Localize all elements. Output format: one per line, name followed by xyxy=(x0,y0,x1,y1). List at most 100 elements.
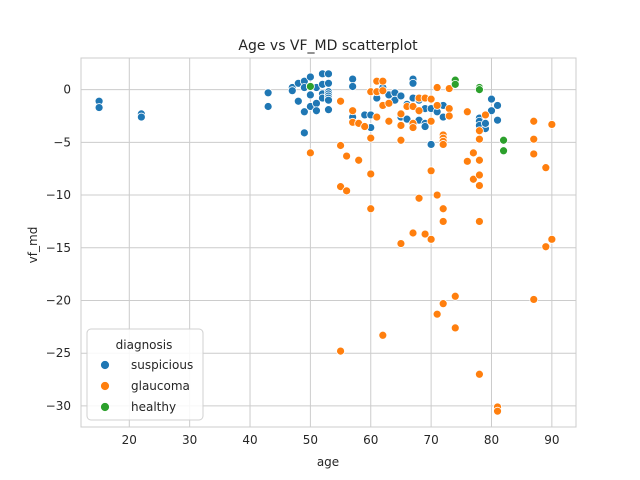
point-glaucoma xyxy=(529,134,539,144)
point-glaucoma xyxy=(493,406,502,416)
point-glaucoma xyxy=(432,190,442,200)
point-healthy xyxy=(475,85,484,95)
point-glaucoma xyxy=(336,141,345,150)
point-glaucoma xyxy=(444,104,454,114)
point-glaucoma xyxy=(475,170,484,180)
x-tick-label: 80 xyxy=(484,433,499,447)
point-glaucoma xyxy=(408,102,418,111)
point-glaucoma xyxy=(481,110,490,120)
point-glaucoma xyxy=(444,84,454,93)
data-points xyxy=(94,69,557,416)
y-axis-title: vf_md xyxy=(26,227,40,264)
point-glaucoma xyxy=(366,169,376,179)
point-glaucoma xyxy=(432,309,442,319)
point-glaucoma xyxy=(541,163,551,173)
chart-title: Age vs VF_MD scatterplot xyxy=(238,38,418,54)
point-suspicious xyxy=(305,72,315,82)
point-suspicious xyxy=(324,78,333,88)
point-suspicious xyxy=(263,88,273,98)
y-tick-label: −20 xyxy=(46,293,71,307)
point-suspicious xyxy=(481,118,490,128)
y-tick-label: 0 xyxy=(63,83,71,97)
point-glaucoma xyxy=(360,122,370,131)
point-suspicious xyxy=(299,128,309,138)
point-glaucoma xyxy=(438,204,448,214)
point-suspicious xyxy=(493,115,502,125)
point-glaucoma xyxy=(475,134,484,144)
point-healthy xyxy=(450,79,460,89)
point-glaucoma xyxy=(372,112,382,122)
point-glaucoma xyxy=(426,94,436,104)
y-tick-label: −10 xyxy=(46,188,71,202)
point-glaucoma xyxy=(438,299,448,309)
point-healthy xyxy=(305,82,315,91)
point-glaucoma xyxy=(396,239,406,248)
point-glaucoma xyxy=(426,234,436,244)
point-suspicious xyxy=(263,102,273,111)
point-glaucoma xyxy=(342,151,352,161)
legend-label-glaucoma: glaucoma xyxy=(131,379,190,393)
point-glaucoma xyxy=(384,98,394,108)
point-glaucoma xyxy=(475,155,484,165)
point-glaucoma xyxy=(529,116,539,126)
point-glaucoma xyxy=(426,116,436,126)
point-glaucoma xyxy=(475,126,484,136)
point-glaucoma xyxy=(378,76,388,86)
point-suspicious xyxy=(324,105,333,115)
point-suspicious xyxy=(487,106,496,116)
x-tick-label: 30 xyxy=(182,433,197,447)
point-suspicious xyxy=(408,78,418,88)
plot-area-frame xyxy=(80,57,577,428)
point-suspicious xyxy=(94,103,104,112)
point-glaucoma xyxy=(348,106,358,116)
point-suspicious xyxy=(324,95,333,105)
point-glaucoma xyxy=(450,291,460,301)
point-glaucoma xyxy=(438,140,448,149)
point-suspicious xyxy=(348,82,358,91)
point-glaucoma xyxy=(336,96,345,106)
x-tick-label: 90 xyxy=(544,433,559,447)
point-glaucoma xyxy=(378,86,388,96)
legend-title: diagnosis xyxy=(116,338,173,352)
legend-entries: suspicious glaucoma healthy xyxy=(100,358,193,414)
point-suspicious xyxy=(402,114,412,124)
point-glaucoma xyxy=(426,166,436,176)
x-tick-label: 70 xyxy=(423,433,438,447)
point-suspicious xyxy=(420,122,430,131)
point-suspicious xyxy=(293,96,303,106)
point-glaucoma xyxy=(547,234,557,244)
point-glaucoma xyxy=(414,193,424,203)
point-glaucoma xyxy=(366,133,376,143)
point-glaucoma xyxy=(475,369,484,379)
point-suspicious xyxy=(287,86,297,96)
point-suspicious xyxy=(299,107,309,117)
legend-marker-healthy xyxy=(100,402,110,412)
point-glaucoma xyxy=(420,229,430,239)
point-suspicious xyxy=(312,106,321,116)
point-glaucoma xyxy=(475,181,484,190)
y-tick-label: −30 xyxy=(46,399,71,413)
y-tick-label: −5 xyxy=(53,135,71,149)
legend-box xyxy=(86,328,204,421)
x-tick-label: 60 xyxy=(363,433,378,447)
point-glaucoma xyxy=(475,217,484,226)
point-glaucoma xyxy=(529,149,539,159)
point-glaucoma xyxy=(396,109,406,119)
x-tick-labels: 20 30 40 50 60 70 80 90 xyxy=(122,433,560,447)
x-tick-label: 50 xyxy=(303,433,318,447)
y-tick-labels: 0 −5 −10 −15 −20 −25 −30 xyxy=(46,83,71,413)
point-glaucoma xyxy=(396,121,406,130)
point-glaucoma xyxy=(305,148,315,158)
point-glaucoma xyxy=(468,148,478,158)
point-suspicious xyxy=(426,140,436,149)
point-glaucoma xyxy=(396,135,406,145)
point-glaucoma xyxy=(354,155,364,165)
point-healthy xyxy=(499,135,508,145)
point-glaucoma xyxy=(408,123,418,132)
point-glaucoma xyxy=(408,228,418,238)
point-glaucoma xyxy=(541,242,551,252)
point-suspicious xyxy=(348,74,358,84)
point-glaucoma xyxy=(432,101,442,110)
point-glaucoma xyxy=(468,174,478,184)
point-suspicious xyxy=(487,94,496,104)
